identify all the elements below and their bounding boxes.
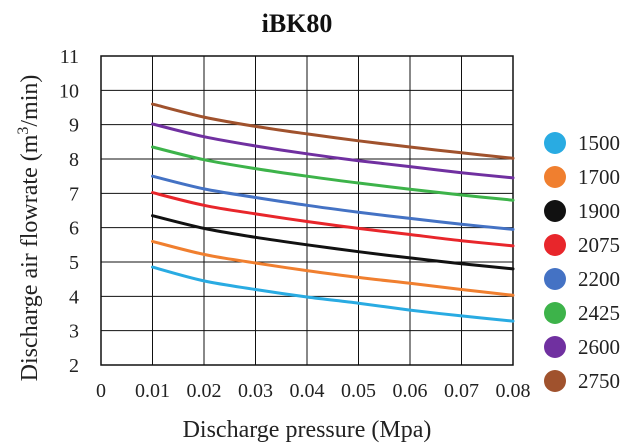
legend-label-1500: 1500 — [578, 131, 620, 155]
y-tick-label: 4 — [69, 286, 79, 308]
series-line-2200 — [151, 174, 515, 231]
series-lines — [151, 102, 515, 323]
y-tick-label: 2 — [69, 355, 79, 377]
y-axis-title-sup: 3 — [15, 127, 32, 135]
y-tick-label: 11 — [60, 46, 79, 68]
series-line-2425 — [151, 145, 515, 202]
y-tick-label: 6 — [69, 218, 79, 240]
y-axis-title-tail: /min) — [17, 75, 43, 127]
series-line-1700 — [151, 239, 515, 297]
series-line-2600 — [151, 122, 515, 180]
legend: 1500 1700 1900 2075 2200 2425 2600 2750 — [544, 131, 620, 393]
y-tick-label: 5 — [69, 252, 79, 274]
y-tick-label: 7 — [69, 183, 79, 205]
y-tick-labels: 2 3 4 5 6 7 8 9 10 11 — [59, 46, 79, 377]
x-tick-label: 0.04 — [290, 380, 325, 402]
legend-label-1900: 1900 — [578, 199, 620, 223]
legend-marker-2200 — [544, 268, 566, 290]
y-tick-label: 10 — [59, 80, 79, 102]
legend-label-1700: 1700 — [578, 165, 620, 189]
x-tick-labels: 0 0.01 0.02 0.03 0.04 0.05 0.06 0.07 0.08 — [96, 380, 531, 402]
legend-marker-1900 — [544, 200, 566, 222]
series-line-2075 — [151, 191, 515, 248]
series-line-1900 — [151, 214, 515, 271]
grid-lines — [100, 55, 514, 366]
legend-marker-2750 — [544, 370, 566, 392]
legend-marker-2425 — [544, 302, 566, 324]
legend-label-2075: 2075 — [578, 233, 620, 257]
legend-marker-2075 — [544, 234, 566, 256]
x-tick-label: 0.05 — [341, 380, 376, 402]
legend-label-2425: 2425 — [578, 301, 620, 325]
x-tick-label: 0.02 — [187, 380, 222, 402]
legend-marker-1500 — [544, 132, 566, 154]
plot-frame — [100, 55, 514, 366]
y-axis-title-main: Discharge air flowrate (m — [17, 134, 43, 381]
y-tick-label: 3 — [69, 321, 79, 343]
x-tick-label: 0 — [96, 380, 106, 402]
x-tick-label: 0.08 — [496, 380, 531, 402]
series-line-1500 — [151, 265, 515, 323]
x-tick-label: 0.07 — [444, 380, 479, 402]
legend-label-2750: 2750 — [578, 369, 620, 393]
legend-marker-2600 — [544, 336, 566, 358]
x-tick-label: 0.03 — [238, 380, 273, 402]
x-tick-label: 0.01 — [135, 380, 170, 402]
y-tick-label: 9 — [69, 115, 79, 137]
legend-marker-1700 — [544, 166, 566, 188]
legend-label-2200: 2200 — [578, 267, 620, 291]
x-axis-title: Discharge pressure (Mpa) — [183, 417, 432, 443]
chart-title: iBK80 — [262, 9, 333, 38]
y-axis-title: Discharge air flowrate (m3/min) — [15, 75, 43, 382]
y-tick-label: 8 — [69, 149, 79, 171]
x-tick-label: 0.06 — [393, 380, 428, 402]
series-line-2750 — [151, 102, 515, 160]
legend-label-2600: 2600 — [578, 335, 620, 359]
